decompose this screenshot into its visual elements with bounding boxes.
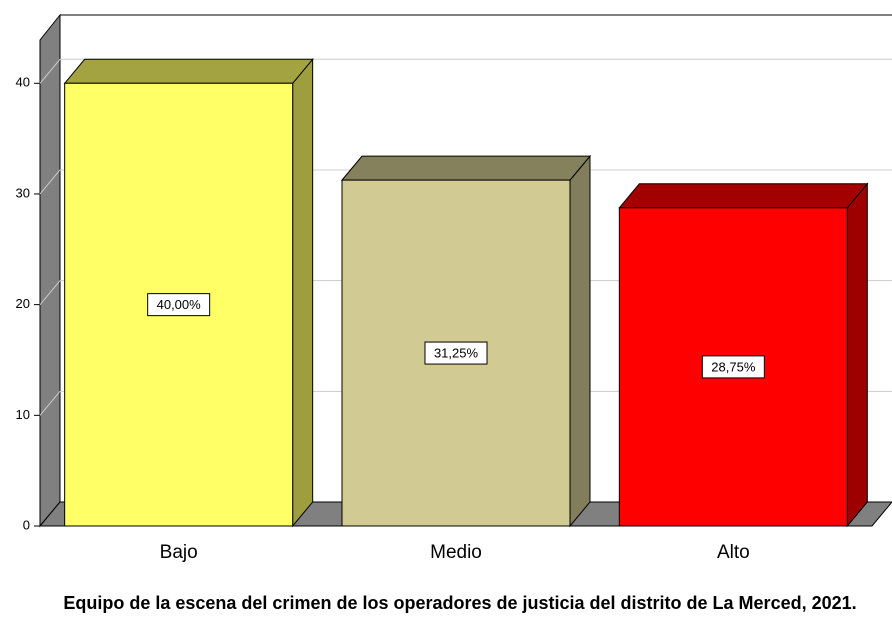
bar-side	[569, 154, 591, 528]
grid-line	[39, 280, 61, 305]
x-tick-label: Medio	[430, 542, 482, 563]
bar-side	[292, 57, 314, 528]
bar-side	[846, 182, 868, 528]
y-tick-label: 10	[16, 407, 30, 422]
value-label-box	[424, 341, 488, 365]
x-tick-label: Alto	[717, 542, 750, 563]
y-tick-label: 30	[16, 185, 30, 200]
axis-title-wrap: Equipo de la escena del crimen de los op…	[0, 592, 892, 614]
bar-top	[340, 155, 592, 181]
value-label: 28,75%	[711, 359, 756, 374]
y-tick-label: 20	[16, 296, 30, 311]
value-label: 40,00%	[157, 297, 202, 312]
value-label-box	[701, 355, 765, 379]
bar-top	[618, 183, 869, 209]
grid-line	[39, 390, 61, 416]
left-wall	[39, 13, 61, 528]
bar-top	[63, 58, 314, 84]
grid-line	[39, 169, 61, 195]
y-tick-label: 0	[23, 517, 30, 532]
x-tick-label: Bajo	[160, 542, 198, 563]
grid-line	[39, 58, 61, 84]
y-tick-label: 40	[16, 75, 30, 90]
value-label: 31,25%	[434, 345, 479, 360]
value-label-box	[147, 293, 211, 317]
chart: 0 10 20 30 40 40,00% Bajo 31,25% Medio 28,75% Alto	[16, 13, 892, 563]
x-axis-title: Equipo de la escena del crimen de los op…	[63, 593, 857, 613]
